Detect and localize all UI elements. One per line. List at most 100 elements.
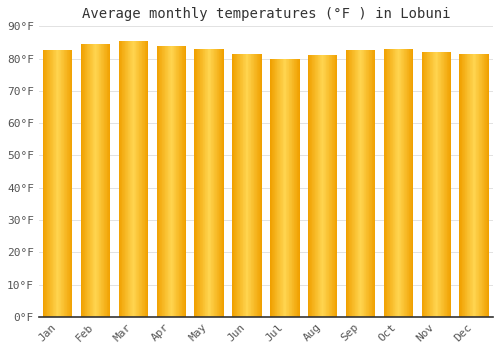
Bar [445,52,446,317]
Bar [121,41,122,317]
Bar [208,49,209,317]
Bar [281,58,282,317]
Bar [195,49,196,317]
Bar [374,50,376,317]
Bar [389,49,390,317]
Bar [406,49,408,317]
Bar [359,50,360,317]
Bar [481,54,482,317]
Bar [260,54,261,317]
Bar [321,55,322,317]
Bar [356,50,357,317]
Bar [294,58,295,317]
Bar [101,44,102,317]
Bar [354,50,356,317]
Bar [216,49,218,317]
Bar [48,50,49,317]
Bar [291,58,292,317]
Bar [486,54,488,317]
Bar [388,49,389,317]
Bar [280,58,281,317]
Bar [472,54,474,317]
Bar [471,54,472,317]
Bar [206,49,207,317]
Bar [438,52,439,317]
Bar [403,49,404,317]
Bar [316,55,317,317]
Bar [353,50,354,317]
Bar [204,49,206,317]
Bar [62,50,63,317]
Bar [200,49,201,317]
Bar [82,44,83,317]
Bar [245,54,246,317]
Bar [312,55,313,317]
Bar [320,55,321,317]
Bar [446,52,448,317]
Bar [330,55,331,317]
Bar [240,54,241,317]
Bar [402,49,403,317]
Bar [290,58,291,317]
Bar [126,41,127,317]
Bar [440,52,442,317]
Bar [332,55,333,317]
Bar [336,55,338,317]
Bar [432,52,434,317]
Bar [398,49,399,317]
Bar [437,52,438,317]
Bar [429,52,430,317]
Bar [325,55,326,317]
Bar [96,44,97,317]
Bar [480,54,481,317]
Bar [213,49,214,317]
Bar [52,50,54,317]
Bar [160,46,161,317]
Bar [311,55,312,317]
Bar [97,44,98,317]
Bar [423,52,424,317]
Bar [364,50,365,317]
Bar [55,50,56,317]
Bar [357,50,358,317]
Bar [66,50,68,317]
Bar [328,55,330,317]
Bar [141,41,142,317]
Bar [351,50,352,317]
Bar [44,50,45,317]
Bar [331,55,332,317]
Bar [449,52,450,317]
Bar [482,54,483,317]
Bar [105,44,106,317]
Bar [270,58,271,317]
Bar [123,41,124,317]
Bar [271,58,272,317]
Bar [370,50,371,317]
Bar [69,50,70,317]
Bar [252,54,253,317]
Bar [368,50,370,317]
Bar [60,50,62,317]
Bar [463,54,464,317]
Bar [484,54,485,317]
Bar [278,58,279,317]
Bar [358,50,359,317]
Bar [142,41,143,317]
Bar [404,49,405,317]
Bar [174,46,175,317]
Bar [167,46,168,317]
Bar [88,44,89,317]
Bar [410,49,411,317]
Bar [220,49,221,317]
Bar [98,44,100,317]
Bar [90,44,91,317]
Bar [434,52,435,317]
Bar [143,41,144,317]
Bar [474,54,475,317]
Bar [384,49,385,317]
Bar [426,52,428,317]
Bar [362,50,363,317]
Bar [222,49,223,317]
Bar [45,50,46,317]
Bar [319,55,320,317]
